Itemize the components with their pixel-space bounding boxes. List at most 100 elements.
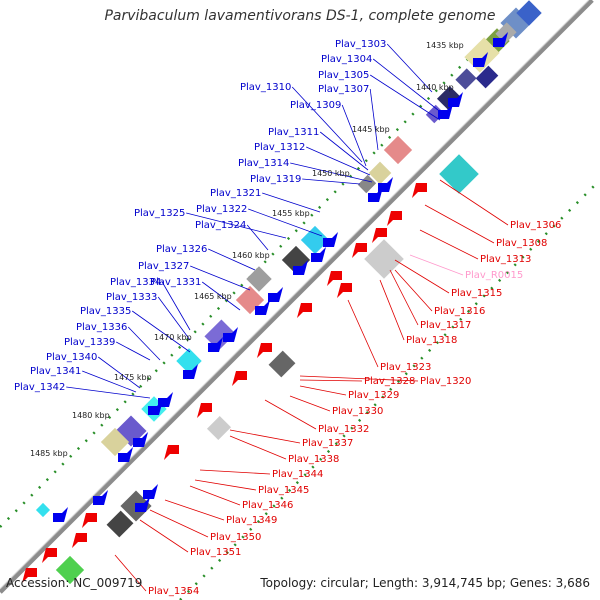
- kbp-tick-label: 1440 kbp: [416, 83, 454, 92]
- forward-gene-arrow: [293, 260, 308, 275]
- forward-gene-arrow: [311, 247, 326, 262]
- forward-leader-line: [97, 356, 141, 389]
- gene-feature-block: [268, 350, 296, 378]
- reverse-gene-arrow: [372, 228, 387, 243]
- kbp-tick-label: 1480 kbp: [72, 411, 110, 420]
- kbp-tick-label: 1485 kbp: [30, 449, 68, 458]
- reverse-leader-line: [394, 269, 433, 312]
- forward-gene-arrow: [473, 52, 488, 67]
- kbp-tick-label: 1450 kbp: [312, 169, 350, 178]
- forward-gene-arrow: [223, 327, 238, 342]
- reverse-gene-arrow: [232, 371, 247, 386]
- forward-leader-line: [369, 74, 441, 121]
- reverse-leader-line: [229, 435, 287, 460]
- forward-gene-label: Plav_1327: [138, 261, 189, 272]
- rna-gene-label: Plav_R0015: [465, 270, 523, 281]
- reverse-gene-label: Plav_1332: [318, 424, 369, 435]
- reverse-gene-arrow: [72, 533, 87, 548]
- gene-feature-block: [383, 135, 413, 165]
- reverse-gene-arrow: [42, 548, 57, 563]
- gene-labels: Plav_1303 Plav_1304 Plav_1305 Plav_1307 Plav…: [14, 39, 561, 597]
- forward-gene-arrow: [255, 300, 270, 315]
- reverse-leader-line: [164, 499, 225, 521]
- gene-feature-block: [516, 0, 542, 26]
- reverse-leader-line: [229, 429, 301, 444]
- forward-leader-line: [127, 326, 161, 361]
- reverse-gene-label: Plav_1346: [242, 500, 293, 511]
- reverse-gene-label: Plav_1329: [348, 390, 399, 401]
- forward-leader-line: [161, 281, 191, 331]
- forward-leader-line: [82, 370, 137, 393]
- reverse-gene-arrow: [337, 283, 352, 298]
- forward-gene-label: Plav_1340: [46, 352, 97, 363]
- forward-gene-arrow: [183, 364, 198, 379]
- reverse-leader-line: [114, 554, 147, 592]
- forward-gene-label: Plav_1314: [238, 158, 289, 169]
- reverse-gene-label: Plav_1354: [148, 586, 199, 597]
- reverse-leader-line: [289, 395, 331, 412]
- reverse-leader-line: [189, 485, 241, 506]
- reverse-gene-arrow: [164, 445, 179, 460]
- reverse-leader-line: [264, 399, 317, 430]
- forward-leader-line: [369, 88, 379, 151]
- forward-gene-label: Plav_1309: [290, 100, 341, 111]
- forward-leader-line: [201, 281, 241, 311]
- reverse-gene-label: Plav_1318: [406, 335, 457, 346]
- gene-feature-block: [204, 319, 236, 351]
- reverse-gene-label: Plav_1317: [420, 320, 471, 331]
- forward-gene-label: Plav_1322: [196, 204, 247, 215]
- reverse-gene-label: Plav_1349: [226, 515, 277, 526]
- forward-gene-label: Plav_1333: [106, 292, 157, 303]
- forward-leader-line: [372, 58, 439, 111]
- reverse-gene-label: Plav_1320: [420, 376, 471, 387]
- reverse-leader-line: [347, 299, 379, 368]
- reverse-gene-label: Plav_1328: [364, 376, 415, 387]
- forward-gene-label: Plav_1305: [318, 70, 369, 81]
- forward-gene-arrow: [53, 507, 68, 522]
- reverse-gene-label: Plav_1350: [210, 532, 261, 543]
- forward-gene-arrow: [118, 447, 133, 462]
- reverse-gene-label: Plav_1306: [510, 220, 561, 231]
- reverse-gene-arrow: [412, 183, 427, 198]
- reverse-leader-line: [394, 259, 450, 294]
- reverse-leader-line: [149, 509, 209, 538]
- forward-gene-label: Plav_1331: [150, 277, 201, 288]
- forward-gene-arrow: [323, 232, 338, 247]
- reverse-leader-line: [139, 519, 189, 553]
- reverse-leader-line: [299, 379, 363, 382]
- reverse-gene-label: Plav_1313: [480, 254, 531, 265]
- reverse-leader-line: [379, 279, 405, 341]
- reverse-gene-label: Plav_1330: [332, 406, 383, 417]
- gene-feature-block: [439, 154, 479, 194]
- forward-leader-line: [248, 208, 323, 237]
- reverse-leader-line: [299, 375, 419, 382]
- forward-leader-line: [319, 131, 369, 171]
- reverse-gene-label: Plav_1351: [190, 547, 241, 558]
- kbp-tick-label: 1445 kbp: [352, 125, 390, 134]
- forward-gene-label: Plav_1319: [250, 174, 301, 185]
- gene-feature-block: [425, 104, 445, 124]
- reverse-gene-label: Plav_1345: [258, 485, 309, 496]
- forward-leader-line: [116, 341, 151, 361]
- kbp-tick-label: 1460 kbp: [232, 251, 270, 260]
- reverse-gene-arrow: [257, 343, 272, 358]
- forward-gene-arrow: [448, 92, 463, 107]
- forward-gene-arrow: [143, 484, 158, 499]
- reverse-gene-label: Plav_1337: [302, 438, 353, 449]
- forward-gene-label: Plav_1334: [110, 277, 161, 288]
- forward-leader-line: [386, 43, 433, 93]
- reverse-gene-arrow: [327, 271, 342, 286]
- forward-gene-arrow: [133, 432, 148, 447]
- forward-gene-label: Plav_1326: [156, 244, 207, 255]
- forward-leader-line: [208, 248, 256, 271]
- reverse-leader-line: [419, 229, 479, 260]
- forward-gene-label: Plav_1325: [134, 208, 185, 219]
- reverse-leader-line: [389, 269, 419, 326]
- gene-feature-block: [35, 502, 51, 518]
- reverse-gene-arrow: [387, 211, 402, 226]
- forward-gene-label: Plav_1310: [240, 82, 291, 93]
- kbp-tick-label: 1465 kbp: [194, 292, 232, 301]
- reverse-gene-label: Plav_1338: [288, 454, 339, 465]
- gene-feature-block: [176, 348, 202, 374]
